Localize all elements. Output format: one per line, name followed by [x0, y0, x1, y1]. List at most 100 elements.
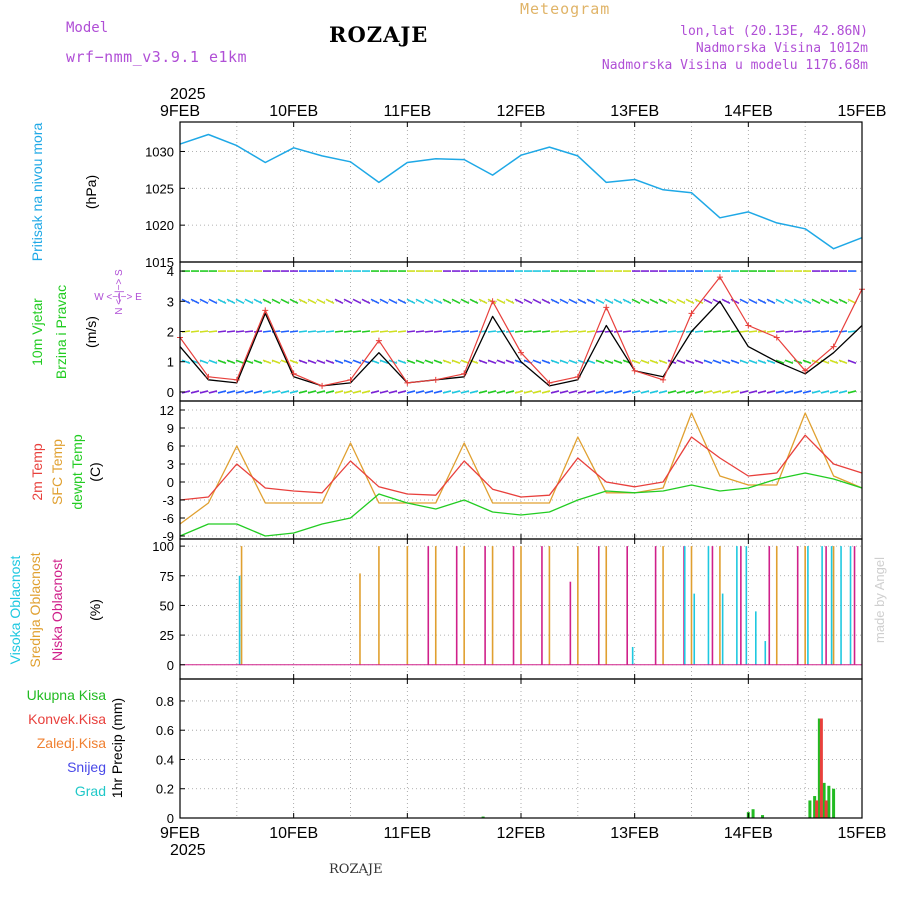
wind-arrow: [640, 390, 650, 394]
wind-arrow: [352, 298, 362, 304]
cloud-unit: (%): [87, 599, 103, 621]
wind-arrow: [370, 298, 380, 304]
time-tick-top: 15FEB: [838, 103, 887, 120]
time-tick-top: 14FEB: [724, 103, 773, 120]
y-tick-label: 1015: [145, 255, 174, 270]
wind-arrow: [640, 359, 650, 364]
wind-arrow: [586, 298, 596, 304]
wind-arrow: [343, 330, 353, 333]
sfc-temp-line: [179, 412, 863, 525]
wind-arrow: [721, 359, 731, 364]
wind-arrow: [739, 359, 749, 364]
y-tick-label: 25: [160, 628, 174, 643]
wind-arrow: [784, 390, 794, 394]
wind-arrows: [181, 270, 857, 394]
cloud-label-low: Niska Oblacnost: [49, 559, 65, 661]
wind-arrow: [208, 390, 218, 394]
y-tick-label: 3: [167, 457, 174, 472]
wind-arrow: [622, 330, 632, 333]
wind-arrow: [244, 330, 254, 333]
wind-arrow: [721, 330, 731, 333]
year-bottom: 2025: [170, 842, 206, 859]
wind-arrow: [829, 390, 839, 394]
wind-arrow: [271, 298, 281, 304]
wind-arrow: [649, 298, 659, 304]
wind-arrow: [685, 359, 695, 364]
wind-arrow: [433, 330, 443, 333]
gust-marker: [830, 343, 837, 350]
wind-arrow: [442, 359, 452, 364]
wind-arrow: [226, 390, 236, 394]
wind-arrow: [325, 330, 335, 333]
label-layer: 101510201025103001234-9-6-30369120255075…: [7, 86, 887, 859]
wind-arrow: [361, 330, 371, 333]
wind-arrow: [568, 359, 578, 364]
wind-arrow: [748, 359, 758, 364]
precip-legend-label: Konvek.Kisa: [28, 711, 106, 727]
pressure-line: [179, 133, 863, 250]
wind-arrow: [748, 298, 758, 304]
wind-arrow: [181, 359, 191, 364]
wind-arrow: [262, 330, 272, 333]
gust-marker: [319, 382, 326, 389]
wind-arrow: [325, 298, 335, 304]
time-tick-bottom: 13FEB: [610, 825, 659, 842]
wind-arrow: [523, 390, 533, 394]
wind-arrow: [451, 330, 461, 333]
wind-arrow: [532, 390, 542, 394]
dewpoint-line: [179, 472, 863, 537]
y-tick-label: 0: [167, 475, 174, 490]
panel-frame: [179, 678, 863, 819]
temp-unit: (C): [87, 462, 103, 481]
wind-arrow: [604, 390, 614, 394]
precip-bar: [827, 785, 831, 818]
wind-arrow: [208, 359, 218, 364]
y-tick-label: 75: [160, 569, 174, 584]
wind-arrow: [550, 359, 560, 364]
gust-marker: [233, 376, 240, 383]
wind-compass-ns: N <−|−> S: [114, 269, 125, 315]
wind-arrow: [829, 330, 839, 333]
wind-arrow: [676, 390, 686, 394]
wind-arrow: [703, 330, 713, 333]
wind-arrow: [712, 330, 722, 333]
gust-marker: [574, 373, 581, 380]
wind-arrow: [820, 330, 830, 333]
wind-arrow: [793, 330, 803, 333]
wind-arrow: [649, 390, 659, 394]
wind-arrow: [748, 330, 758, 333]
wind-arrow: [604, 359, 614, 364]
wind-arrow: [262, 390, 272, 394]
wind-arrow: [550, 390, 560, 394]
wind-arrow: [460, 298, 470, 304]
wind-arrow: [478, 359, 488, 364]
wind-arrow: [262, 298, 272, 304]
wind-arrow: [577, 359, 587, 364]
wind-arrow: [550, 298, 560, 304]
y-tick-label: 6: [167, 439, 174, 454]
wind-arrow: [847, 390, 857, 394]
wind-arrow: [829, 359, 839, 364]
time-tick-top: 10FEB: [269, 103, 318, 120]
wind-arrow: [307, 298, 317, 304]
wind-arrow: [802, 359, 812, 364]
y-tick-label: 1020: [145, 218, 174, 233]
wind-arrow: [298, 359, 308, 364]
wind-arrow: [559, 390, 569, 394]
wind-arrow: [379, 390, 389, 394]
wind-arrow: [802, 298, 812, 304]
wind-arrow: [775, 359, 785, 364]
y-tick-label: 4: [167, 264, 174, 279]
y-tick-label: -3: [162, 493, 174, 508]
wind-speed-line: [179, 300, 863, 387]
wind-arrow: [253, 298, 263, 304]
wind-arrow: [667, 330, 677, 333]
wind-arrow: [397, 330, 407, 333]
gust-marker: [631, 367, 638, 374]
wind-arrow: [343, 359, 353, 364]
wind-arrow: [334, 390, 344, 394]
wind-label-1: 10m Vjetar: [29, 298, 45, 366]
y-tick-label: 2: [167, 325, 174, 340]
wind-arrow: [658, 298, 668, 304]
